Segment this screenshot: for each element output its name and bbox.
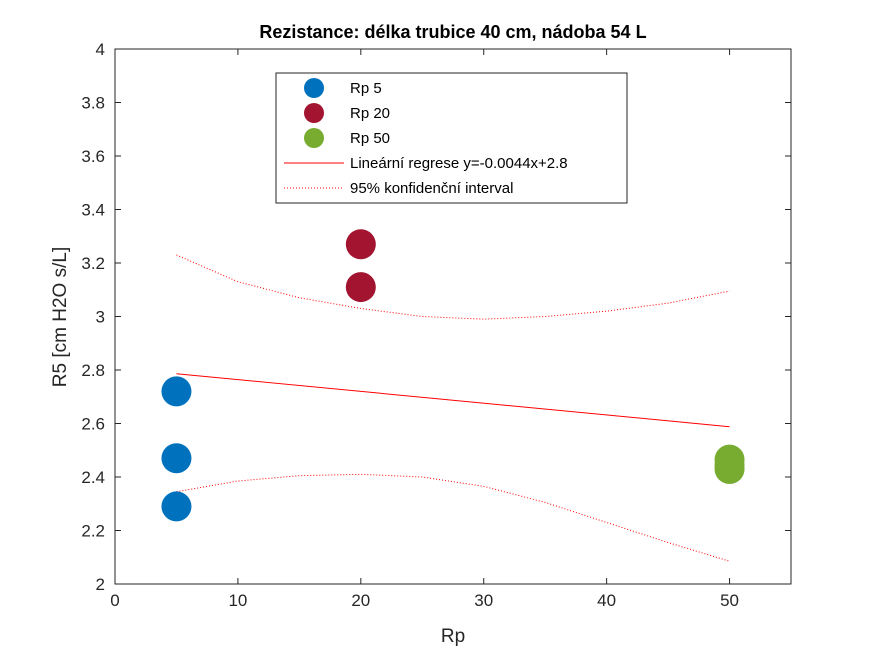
legend-box bbox=[275, 72, 628, 204]
tick-labels: 0 10 20 30 40 50 2 2.2 2.4 2.6 2.8 3 3.2 3.4 3.6 3.8 4 bbox=[81, 40, 739, 610]
x-tick-label: 40 bbox=[597, 591, 616, 610]
legend-marker bbox=[304, 78, 324, 98]
y-tick-label: 2.6 bbox=[81, 415, 105, 434]
y-tick-label: 3.6 bbox=[81, 147, 105, 166]
data-point bbox=[161, 491, 192, 522]
confidence-upper-line bbox=[176, 254, 730, 320]
y-axis-label: R5 [cm H2O s/L] bbox=[50, 247, 71, 387]
y-tick-label: 2 bbox=[96, 575, 105, 594]
chart-marks bbox=[161, 229, 745, 562]
x-tick-label: 0 bbox=[110, 591, 119, 610]
y-tick-label: 3.2 bbox=[81, 254, 105, 273]
x-tick-label: 10 bbox=[228, 591, 247, 610]
confidence-lower-line bbox=[176, 473, 730, 562]
data-point bbox=[161, 443, 192, 474]
legend-marker bbox=[304, 103, 324, 123]
data-point bbox=[345, 272, 376, 303]
y-tick-label: 3 bbox=[96, 308, 105, 327]
legend-label: 95% konfidenční interval bbox=[350, 180, 513, 197]
legend-label: Rp 5 bbox=[350, 80, 382, 97]
x-axis-label: Rp bbox=[441, 626, 465, 647]
y-tick-label: 2.4 bbox=[81, 468, 105, 487]
legend: Rp 5 Rp 20 Rp 50 Lineární regrese y=-0.0044… bbox=[275, 72, 628, 204]
x-tick-label: 30 bbox=[474, 591, 493, 610]
data-point bbox=[345, 229, 376, 260]
legend-label: Rp 20 bbox=[350, 105, 390, 122]
x-tick-label: 50 bbox=[720, 591, 739, 610]
x-tick-label: 20 bbox=[351, 591, 370, 610]
y-tick-label: 3.4 bbox=[81, 201, 105, 220]
y-tick-label: 2.2 bbox=[81, 522, 105, 541]
regression-line bbox=[176, 373, 730, 428]
legend-label: Lineární regrese y=-0.0044x+2.8 bbox=[350, 155, 568, 172]
y-tick-label: 4 bbox=[96, 40, 105, 59]
chart-title: Rezistance: délka trubice 40 cm, nádoba … bbox=[259, 22, 646, 42]
data-point bbox=[161, 376, 192, 407]
data-point bbox=[714, 453, 745, 484]
legend-label: Rp 50 bbox=[350, 130, 390, 147]
legend-marker bbox=[304, 128, 324, 148]
y-tick-label: 3.8 bbox=[81, 94, 105, 113]
y-tick-label: 2.8 bbox=[81, 361, 105, 380]
